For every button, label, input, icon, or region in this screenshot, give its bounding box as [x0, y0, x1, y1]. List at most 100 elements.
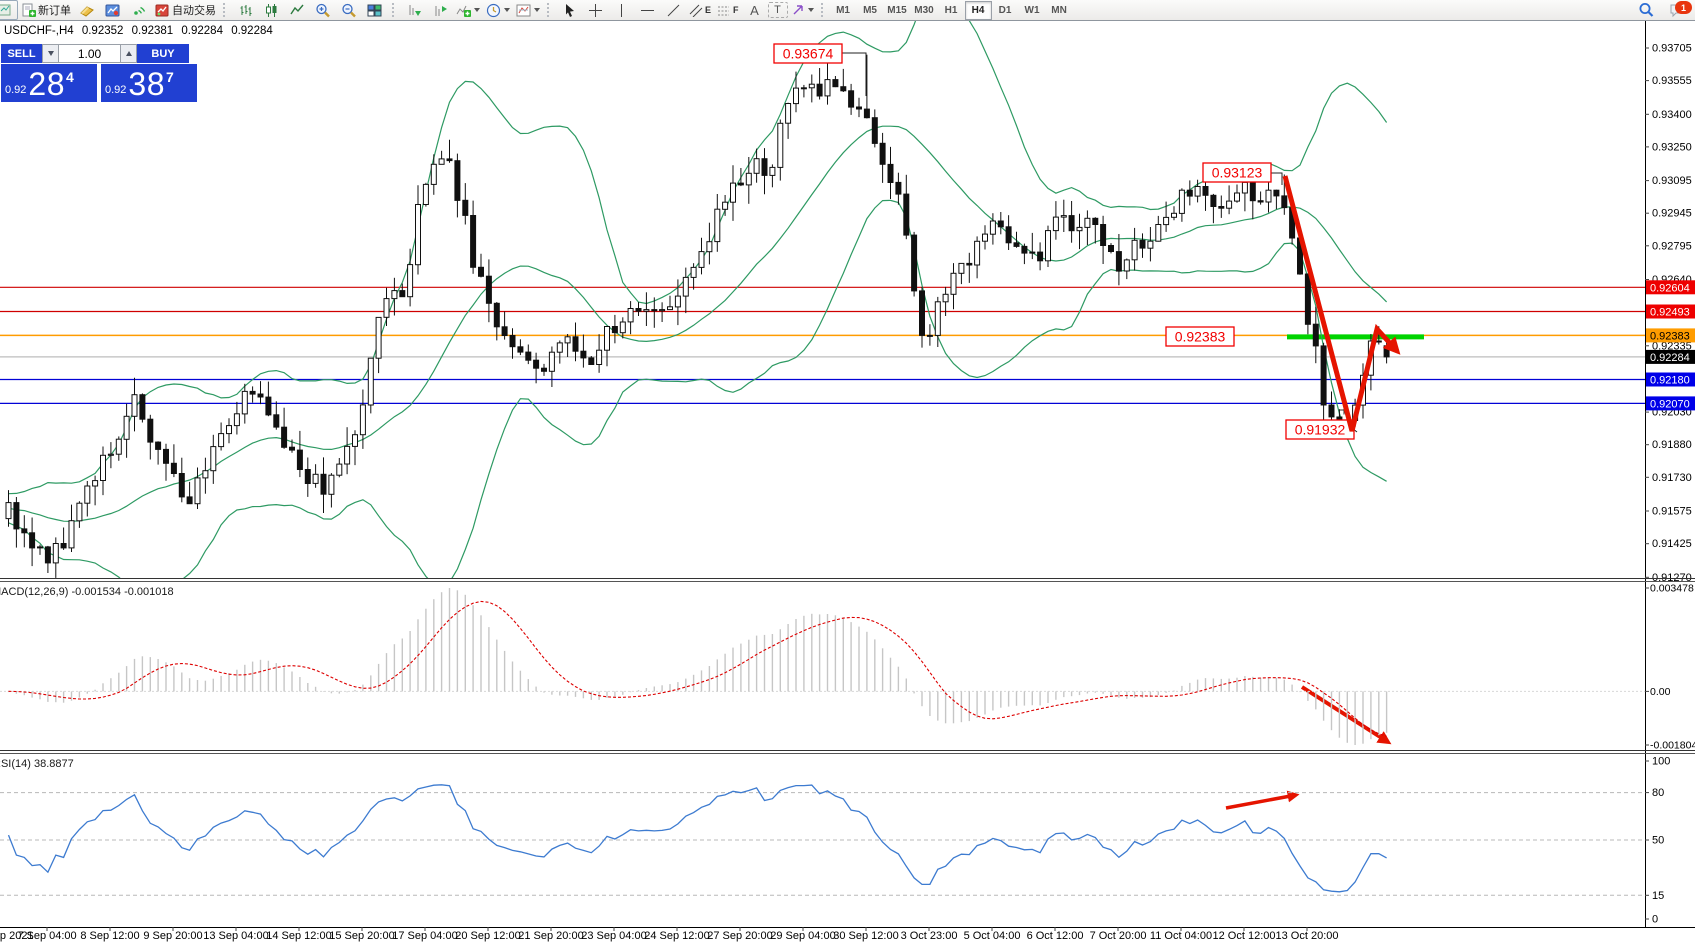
zoom-in-button[interactable] — [310, 0, 336, 20]
zoom-out-button[interactable] — [336, 0, 362, 20]
time-axis-label: 6 Oct 12:00 — [1027, 930, 1084, 942]
timeframe-button-H1[interactable]: H1 — [944, 4, 958, 16]
sell-price-pip: 4 — [66, 69, 74, 85]
auto-scroll-button[interactable] — [401, 0, 427, 20]
price-annotation-0.92383[interactable]: 0.92383 — [1165, 326, 1235, 347]
cursor-tool-button[interactable] — [556, 0, 582, 20]
time-axis-label: 21 Sep 20:00 — [518, 930, 583, 942]
text-label-tool-button[interactable]: T — [767, 2, 788, 18]
trend-arrow-2[interactable] — [1225, 790, 1300, 810]
chat-icon[interactable]: 1 — [1665, 0, 1692, 20]
price-badge-0.92070: 0.92070 — [1646, 396, 1695, 411]
volume-field[interactable]: 1.00 — [59, 44, 120, 63]
rsi-tick-label: 15 — [1652, 890, 1664, 902]
arrows-tool-button[interactable] — [788, 0, 817, 20]
volume-decrease-stepper[interactable] — [42, 44, 59, 63]
timeframe-button-M30[interactable]: M30 — [914, 4, 934, 16]
timeframe-button-W1[interactable]: W1 — [1024, 4, 1040, 16]
rsi-panel[interactable] — [0, 784, 1645, 896]
market-watch-icon[interactable] — [100, 0, 126, 20]
timeframe-button-D1[interactable]: D1 — [998, 4, 1012, 16]
time-axis-label: 14 Sep 12:00 — [266, 930, 331, 942]
sell-price-main: 28 — [28, 66, 66, 102]
rsi-tick-label: 80 — [1652, 787, 1664, 799]
timeframe-button-M5[interactable]: M5 — [863, 4, 877, 16]
price-annotation-0.93674[interactable]: 0.93674 — [773, 43, 867, 96]
price-tick-label: 0.91880 — [1652, 439, 1692, 451]
periods-button[interactable] — [483, 0, 513, 20]
horizontal-line-tool-button[interactable] — [634, 0, 660, 20]
indicators-button[interactable] — [453, 0, 483, 20]
time-axis-label: 9 Sep 20:00 — [143, 930, 202, 942]
timeframe-button-M1[interactable]: M1 — [836, 4, 850, 16]
channel-tool-letter: E — [705, 5, 712, 15]
price-annotation-0.93123[interactable]: 0.93123 — [1202, 162, 1283, 185]
price-badge-0.92180: 0.92180 — [1646, 372, 1695, 387]
signal-icon[interactable] — [126, 0, 152, 20]
text-tool-button[interactable]: A — [742, 0, 768, 20]
templates-button[interactable] — [513, 0, 543, 20]
price-badge-0.92284: 0.92284 — [1646, 349, 1695, 364]
time-axis-label: 13 Sep 04:00 — [203, 930, 268, 942]
line-chart-type-button[interactable] — [284, 0, 310, 20]
time-axis-label: 7 Sep 04:00 — [17, 930, 76, 942]
bar-chart-type-button[interactable] — [232, 0, 258, 20]
buy-price-panel[interactable]: 0.92 38 7 — [101, 64, 197, 102]
sell-button[interactable]: SELL — [1, 44, 42, 63]
candlestick-chart-type-button[interactable] — [258, 0, 284, 20]
timeframe-button-MN[interactable]: MN — [1051, 4, 1067, 16]
price-tick-label: 0.92795 — [1652, 240, 1692, 252]
rsi-label: RSI(14) 38.8877 — [0, 758, 74, 770]
price-annotation-0.91932[interactable]: 0.91932 — [1285, 419, 1358, 440]
timeframe-button-M15[interactable]: M15 — [887, 4, 907, 16]
periods-dropdown-caret[interactable] — [504, 8, 510, 12]
trend-arrow-1[interactable] — [1300, 685, 1392, 745]
price-tick-label: 0.93250 — [1652, 141, 1692, 153]
templates-dropdown-caret[interactable] — [534, 8, 540, 12]
buy-price-pip: 7 — [166, 69, 174, 85]
trendline-tool-button[interactable] — [660, 0, 686, 20]
indicators-dropdown-caret[interactable] — [474, 8, 480, 12]
arrows-dropdown-caret[interactable] — [807, 8, 814, 12]
macd-label: MACD(12,26,9) -0.001534 -0.001018 — [0, 586, 174, 598]
rsi-tick-label: 50 — [1652, 835, 1664, 847]
vertical-line-tool-button[interactable] — [608, 0, 634, 20]
time-axis-label: 7 Oct 20:00 — [1090, 930, 1147, 942]
time-axis-label: 3 Oct 23:00 — [901, 930, 958, 942]
new-order-button[interactable]: 新订单 — [18, 0, 74, 20]
time-axis-label: 24 Sep 12:00 — [644, 930, 709, 942]
candles[interactable] — [5, 54, 1390, 578]
macd-panel[interactable] — [0, 588, 1645, 745]
time-axis-label: 5 Oct 04:00 — [964, 930, 1021, 942]
price-tick-label: 0.91425 — [1652, 538, 1692, 550]
price-tick-label: 0.91575 — [1652, 506, 1692, 518]
search-icon[interactable] — [1633, 0, 1659, 20]
rsi-tick-label: 100 — [1652, 756, 1670, 768]
fibonacci-tool-button[interactable]: F — [714, 0, 742, 20]
svg-text:0.92070: 0.92070 — [1650, 398, 1690, 410]
price-tick-label: 0.93095 — [1652, 175, 1692, 187]
buy-button[interactable]: BUY — [137, 44, 189, 63]
sell-price-panel[interactable]: 0.92 28 4 — [1, 64, 97, 102]
gold-bar-icon[interactable] — [74, 0, 100, 20]
low-value: 0.92284 — [181, 25, 223, 37]
price-tick-label: 0.93555 — [1652, 75, 1692, 87]
notification-badge[interactable]: 1 — [1675, 1, 1692, 14]
timeframe-toolbar: M1 M5 M15 M30 H1 H4 D1 W1 MN — [830, 0, 1073, 20]
price-axis: 0.93705 0.93555 0.93400 0.93250 0.93095 0.929… — [1645, 20, 1695, 927]
clipped-toolbar-icon[interactable] — [0, 0, 18, 20]
trend-arrow-0[interactable] — [1282, 175, 1401, 432]
auto-trading-button[interactable]: 自动交易 — [152, 0, 219, 20]
crosshair-tool-button[interactable] — [582, 0, 608, 20]
buy-price-main: 38 — [128, 66, 166, 102]
chart-shift-button[interactable] — [427, 0, 453, 20]
ohlc-info-line: USDCHF-,H4 0.92352 0.92381 0.92284 0.922… — [4, 25, 278, 37]
volume-increase-stepper[interactable] — [120, 44, 137, 63]
time-axis-label: 13 Oct 20:00 — [1276, 930, 1339, 942]
equidistant-channel-tool-button[interactable]: E — [686, 0, 714, 20]
timeframe-button-H4[interactable]: H4 — [964, 0, 992, 20]
tile-windows-button[interactable] — [362, 0, 388, 20]
